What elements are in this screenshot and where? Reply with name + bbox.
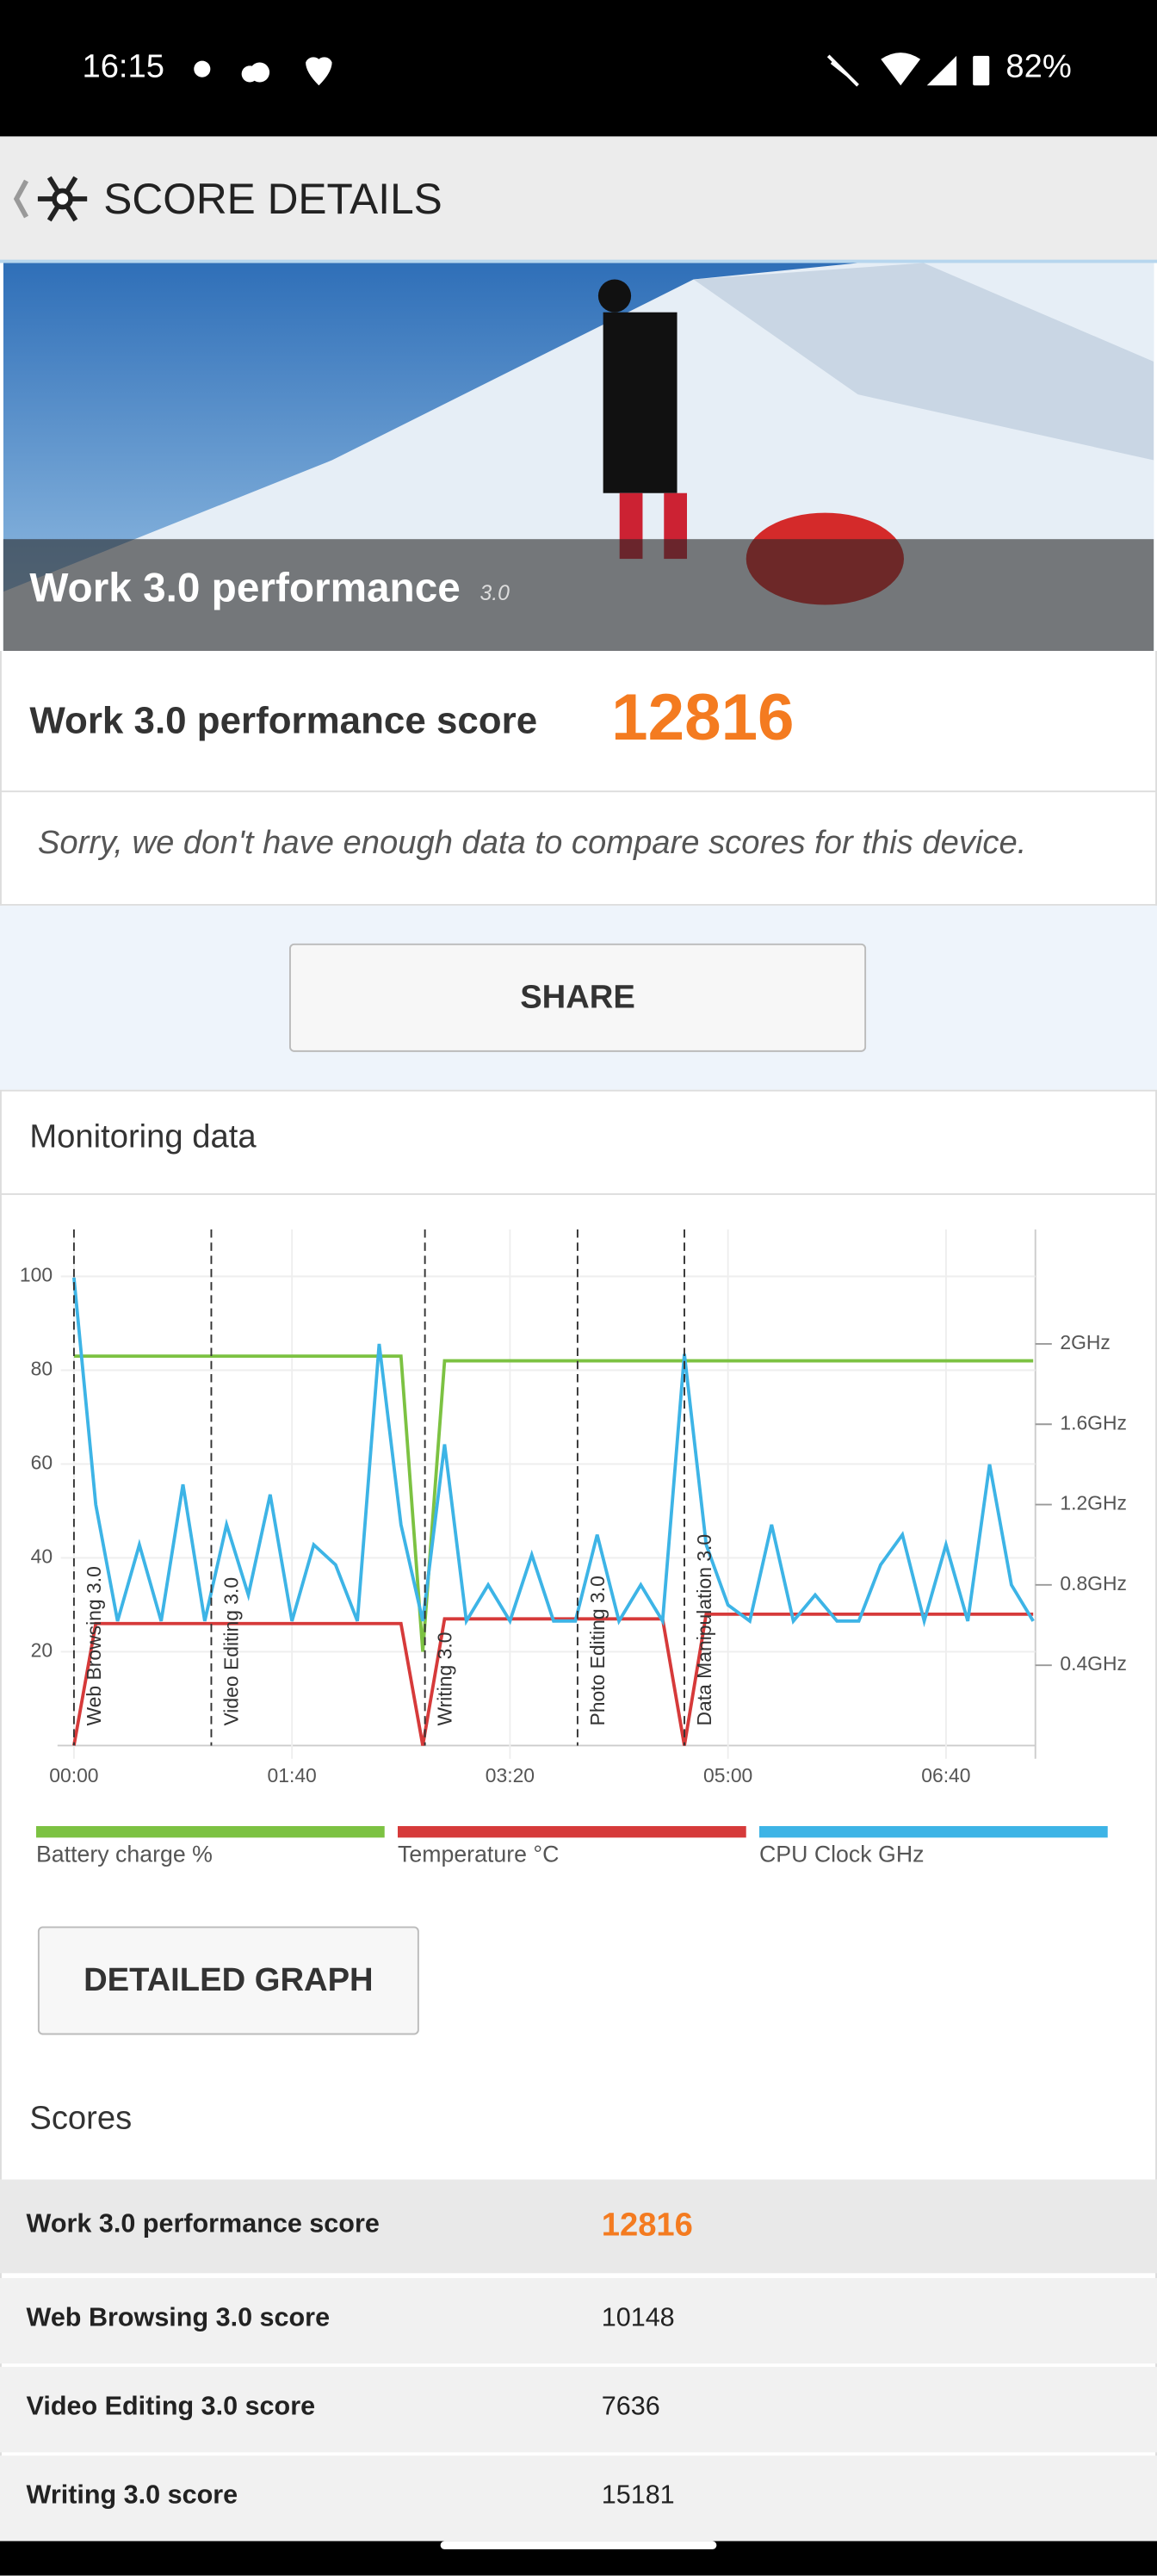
y-tick-label: 60 (31, 1452, 53, 1474)
system-icons (826, 53, 990, 87)
legend-label: Battery charge % (36, 1841, 213, 1867)
x-tick-label: 03:20 (486, 1764, 535, 1786)
section-label: Web Browsing 3.0 (83, 1566, 105, 1725)
score-row (0, 2277, 1157, 2364)
page-title: SCORE DETAILS (103, 174, 442, 224)
monitoring-chart: 20 40 60 80 100 0.4GHz 0.8GHz 1.2GHz 1.6GHz 2GHz 0… (20, 1229, 1127, 1867)
section-label: Photo Editing 3.0 (586, 1576, 609, 1725)
home-indicator[interactable] (440, 2541, 717, 2549)
x-tick-label: 05:00 (703, 1764, 752, 1786)
y-tick-label: 20 (31, 1639, 53, 1662)
battery-level: 82% (1005, 49, 1072, 86)
share-button[interactable]: SHARE (288, 943, 867, 1052)
series-line (72, 1612, 1034, 1746)
clock: 16:15 (82, 49, 165, 86)
back-snowflake-icon[interactable] (7, 168, 96, 233)
score-row (0, 2367, 1157, 2453)
y2-tick-label: 0.8GHz (1060, 1572, 1127, 1595)
score-label: Work 3.0 performance score (29, 698, 538, 741)
score-name: Work 3.0 performance score (26, 2209, 380, 2239)
y-tick-label: 40 (31, 1545, 53, 1568)
score-number: 10148 (601, 2304, 675, 2332)
legend-label: Temperature °C (398, 1841, 559, 1867)
score-name: Video Editing 3.0 score (26, 2393, 316, 2422)
score-number: 12816 (601, 2206, 693, 2243)
score-number: 15181 (601, 2481, 675, 2511)
banner-title: Work 3.0 performance (29, 565, 461, 612)
scores-title: Scores (29, 2100, 133, 2137)
score-name: Web Browsing 3.0 score (26, 2304, 331, 2332)
series-line (72, 1277, 1035, 1628)
y-tick-label: 100 (20, 1264, 53, 1286)
y2-tick-label: 1.6GHz (1060, 1411, 1127, 1434)
banner-band (3, 539, 1154, 651)
y2-tick-label: 0.4GHz (1060, 1652, 1127, 1675)
status-bar (0, 0, 1157, 137)
score-row (0, 2179, 1157, 2274)
legend-label: CPU Clock GHz (759, 1841, 925, 1867)
monitoring-title: Monitoring data (29, 1119, 257, 1156)
app-bar (0, 136, 1157, 263)
section-label: Writing 3.0 (434, 1632, 456, 1726)
legend-swatch (35, 1825, 385, 1838)
score-number: 7636 (601, 2393, 660, 2422)
y2-tick-label: 2GHz (1060, 1331, 1111, 1353)
detailed-graph-button[interactable]: DETAILED GRAPH (37, 1926, 419, 2035)
version-badge: 3.0 (480, 579, 510, 605)
x-tick-label: 06:40 (921, 1764, 970, 1786)
legend-swatch (397, 1825, 746, 1838)
divider (0, 790, 1157, 793)
x-tick-label: 01:40 (268, 1764, 317, 1786)
divider (0, 1192, 1157, 1195)
y2-tick-label: 1.2GHz (1060, 1492, 1127, 1514)
score-name: Writing 3.0 score (26, 2481, 238, 2511)
status-icons (194, 57, 332, 86)
score-value: 12816 (611, 682, 795, 755)
score-row (0, 2455, 1157, 2542)
x-tick-label: 00:00 (49, 1764, 98, 1786)
section-label: Data Manipulation 3.0 (693, 1534, 715, 1726)
legend-swatch (758, 1825, 1108, 1838)
series-line (73, 1354, 1034, 1652)
compare-message: Sorry, we don't have enough data to comp… (37, 825, 1027, 862)
y-tick-label: 80 (31, 1358, 53, 1380)
score-card (0, 650, 1157, 906)
section-label: Video Editing 3.0 (220, 1577, 242, 1726)
